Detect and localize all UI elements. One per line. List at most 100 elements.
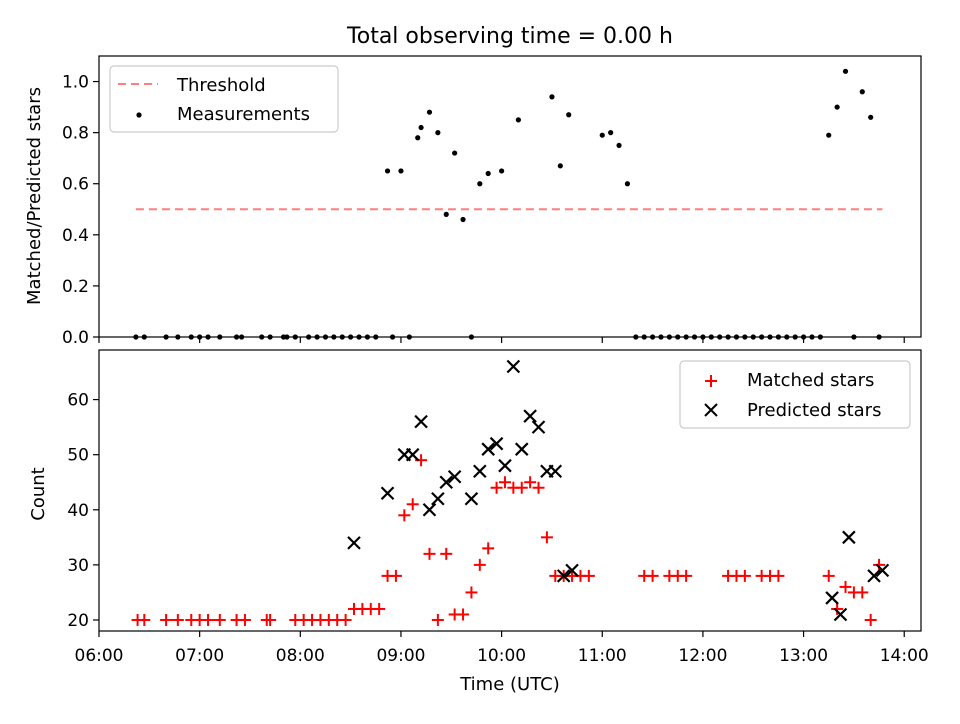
- matched-star-point: [831, 602, 844, 615]
- legend-measurements-label: Measurements: [177, 104, 310, 125]
- ratio-y-tick-label: 1.0: [62, 73, 89, 93]
- matched-star-point: [213, 613, 226, 626]
- predicted-star-point: [833, 607, 848, 622]
- predicted-star-point: [489, 436, 504, 451]
- predicted-star-point: [405, 447, 420, 462]
- predicted-star-point: [498, 458, 512, 473]
- predicted-star-point: [531, 420, 546, 434]
- predicted-star-point: [481, 442, 495, 456]
- measurement-point: [477, 181, 483, 187]
- matched-star-point: [423, 547, 436, 560]
- ratio-y-tick-label: 0.6: [62, 175, 89, 195]
- legend-predicted-label: Predicted stars: [747, 400, 881, 421]
- count-panel: 20 30 40 50 60 06:00 07:00 08:00 09:00 10:00 11:00…: [28, 349, 929, 695]
- x-tick-label: 07:00: [175, 646, 224, 666]
- predicted-star-point: [867, 569, 881, 583]
- x-tick-label: 10:00: [477, 646, 526, 666]
- x-tick-label: 14:00: [880, 646, 929, 666]
- count-y-tick-label: 20: [67, 611, 89, 631]
- x-tick-label: 08:00: [276, 646, 325, 666]
- predicted-star-point: [422, 503, 437, 517]
- predicted-star-point: [548, 464, 563, 478]
- measurement-point: [435, 130, 441, 136]
- predicted-star-point: [431, 491, 445, 506]
- measurement-point: [566, 112, 572, 118]
- x-axis-label: Time (UTC): [459, 674, 560, 695]
- predicted-star-point: [439, 475, 454, 490]
- count-y-tick-label: 40: [67, 501, 89, 521]
- ratio-axes-ticks: 0.0 0.2 0.4 0.6 0.8 1.0: [62, 73, 905, 348]
- matched-star-point: [498, 476, 511, 489]
- matched-star-point: [160, 613, 173, 626]
- ratio-y-tick-label: 0.4: [62, 226, 89, 246]
- ratio-y-tick-label: 0.8: [62, 124, 89, 144]
- matched-star-point: [856, 586, 869, 599]
- matched-star-point: [532, 481, 545, 494]
- matched-star-point: [406, 498, 419, 511]
- count-marks: [131, 359, 890, 626]
- measurement-point: [426, 109, 433, 115]
- matched-star-point: [339, 613, 352, 626]
- measurement-point: [398, 168, 404, 174]
- measurement-point: [868, 114, 874, 120]
- count-y-axis-label: Count: [28, 467, 49, 520]
- x-tick-label: 12:00: [678, 646, 727, 666]
- legend-threshold-label: Threshold: [176, 75, 266, 96]
- x-tick-label: 11:00: [578, 646, 627, 666]
- matched-star-point: [515, 481, 528, 494]
- matched-star-point: [490, 481, 503, 494]
- predicted-star-point: [347, 536, 361, 550]
- matched-star-point: [373, 602, 386, 615]
- measurement-point: [460, 216, 466, 223]
- matched-star-point: [864, 613, 877, 626]
- matched-star-point: [264, 613, 277, 626]
- matched-star-point: [738, 569, 751, 582]
- ratio-panel: Total observing time = 0.00 h 0.00.20.40…: [24, 24, 922, 348]
- x-tick-label: 06:00: [75, 646, 124, 666]
- count-axes-ticks: 20 30 40 50 60 06:00 07:00 08:00 09:00 10:00 11:00…: [67, 391, 928, 666]
- predicted-star-point: [380, 486, 395, 501]
- matched-star-point: [540, 531, 553, 544]
- measurement-point: [608, 130, 614, 136]
- matched-star-point: [680, 569, 693, 582]
- measurement-point: [834, 104, 840, 110]
- x-tick-label: 09:00: [376, 646, 425, 666]
- matched-star-point: [582, 569, 595, 582]
- predicted-star-point: [825, 591, 839, 605]
- matched-star-point: [822, 569, 835, 582]
- count-legend: Matched stars Predicted stars: [679, 360, 911, 429]
- matched-star-point: [646, 569, 659, 582]
- matched-star-point: [171, 613, 184, 626]
- ratio-y-tick-label: 0.2: [62, 277, 89, 297]
- matched-star-point: [524, 476, 537, 489]
- matched-star-point: [873, 558, 886, 571]
- ratio-legend-box: [109, 65, 339, 133]
- legend-matched-label: Matched stars: [747, 370, 874, 391]
- predicted-star-point: [464, 491, 479, 506]
- measurement-point: [549, 94, 555, 100]
- predicted-star-point: [875, 563, 890, 578]
- predicted-star-point: [842, 530, 856, 545]
- matched-star-point: [389, 569, 402, 582]
- measurement-point: [616, 142, 622, 149]
- predicted-star-point: [473, 464, 487, 478]
- count-y-tick-label: 60: [67, 391, 89, 411]
- measurement-point: [384, 168, 391, 174]
- measurement-point: [485, 170, 491, 177]
- matched-star-point: [772, 569, 785, 582]
- measurement-point: [826, 132, 832, 138]
- count-y-tick-label: 30: [67, 556, 89, 576]
- measurement-point: [499, 168, 505, 174]
- ratio-legend: Threshold Measurements: [109, 65, 339, 133]
- predicted-star-point: [514, 442, 529, 456]
- predicted-star-point: [556, 569, 571, 583]
- measurement-point: [418, 124, 424, 131]
- x-tick-label: 13:00: [779, 646, 828, 666]
- measurement-point: [624, 181, 631, 187]
- legend-measurements-swatch: [136, 112, 142, 118]
- measurement-point: [599, 132, 605, 138]
- measurement-point: [443, 211, 449, 217]
- measurement-point: [452, 150, 458, 156]
- count-y-tick-label: 50: [67, 446, 89, 466]
